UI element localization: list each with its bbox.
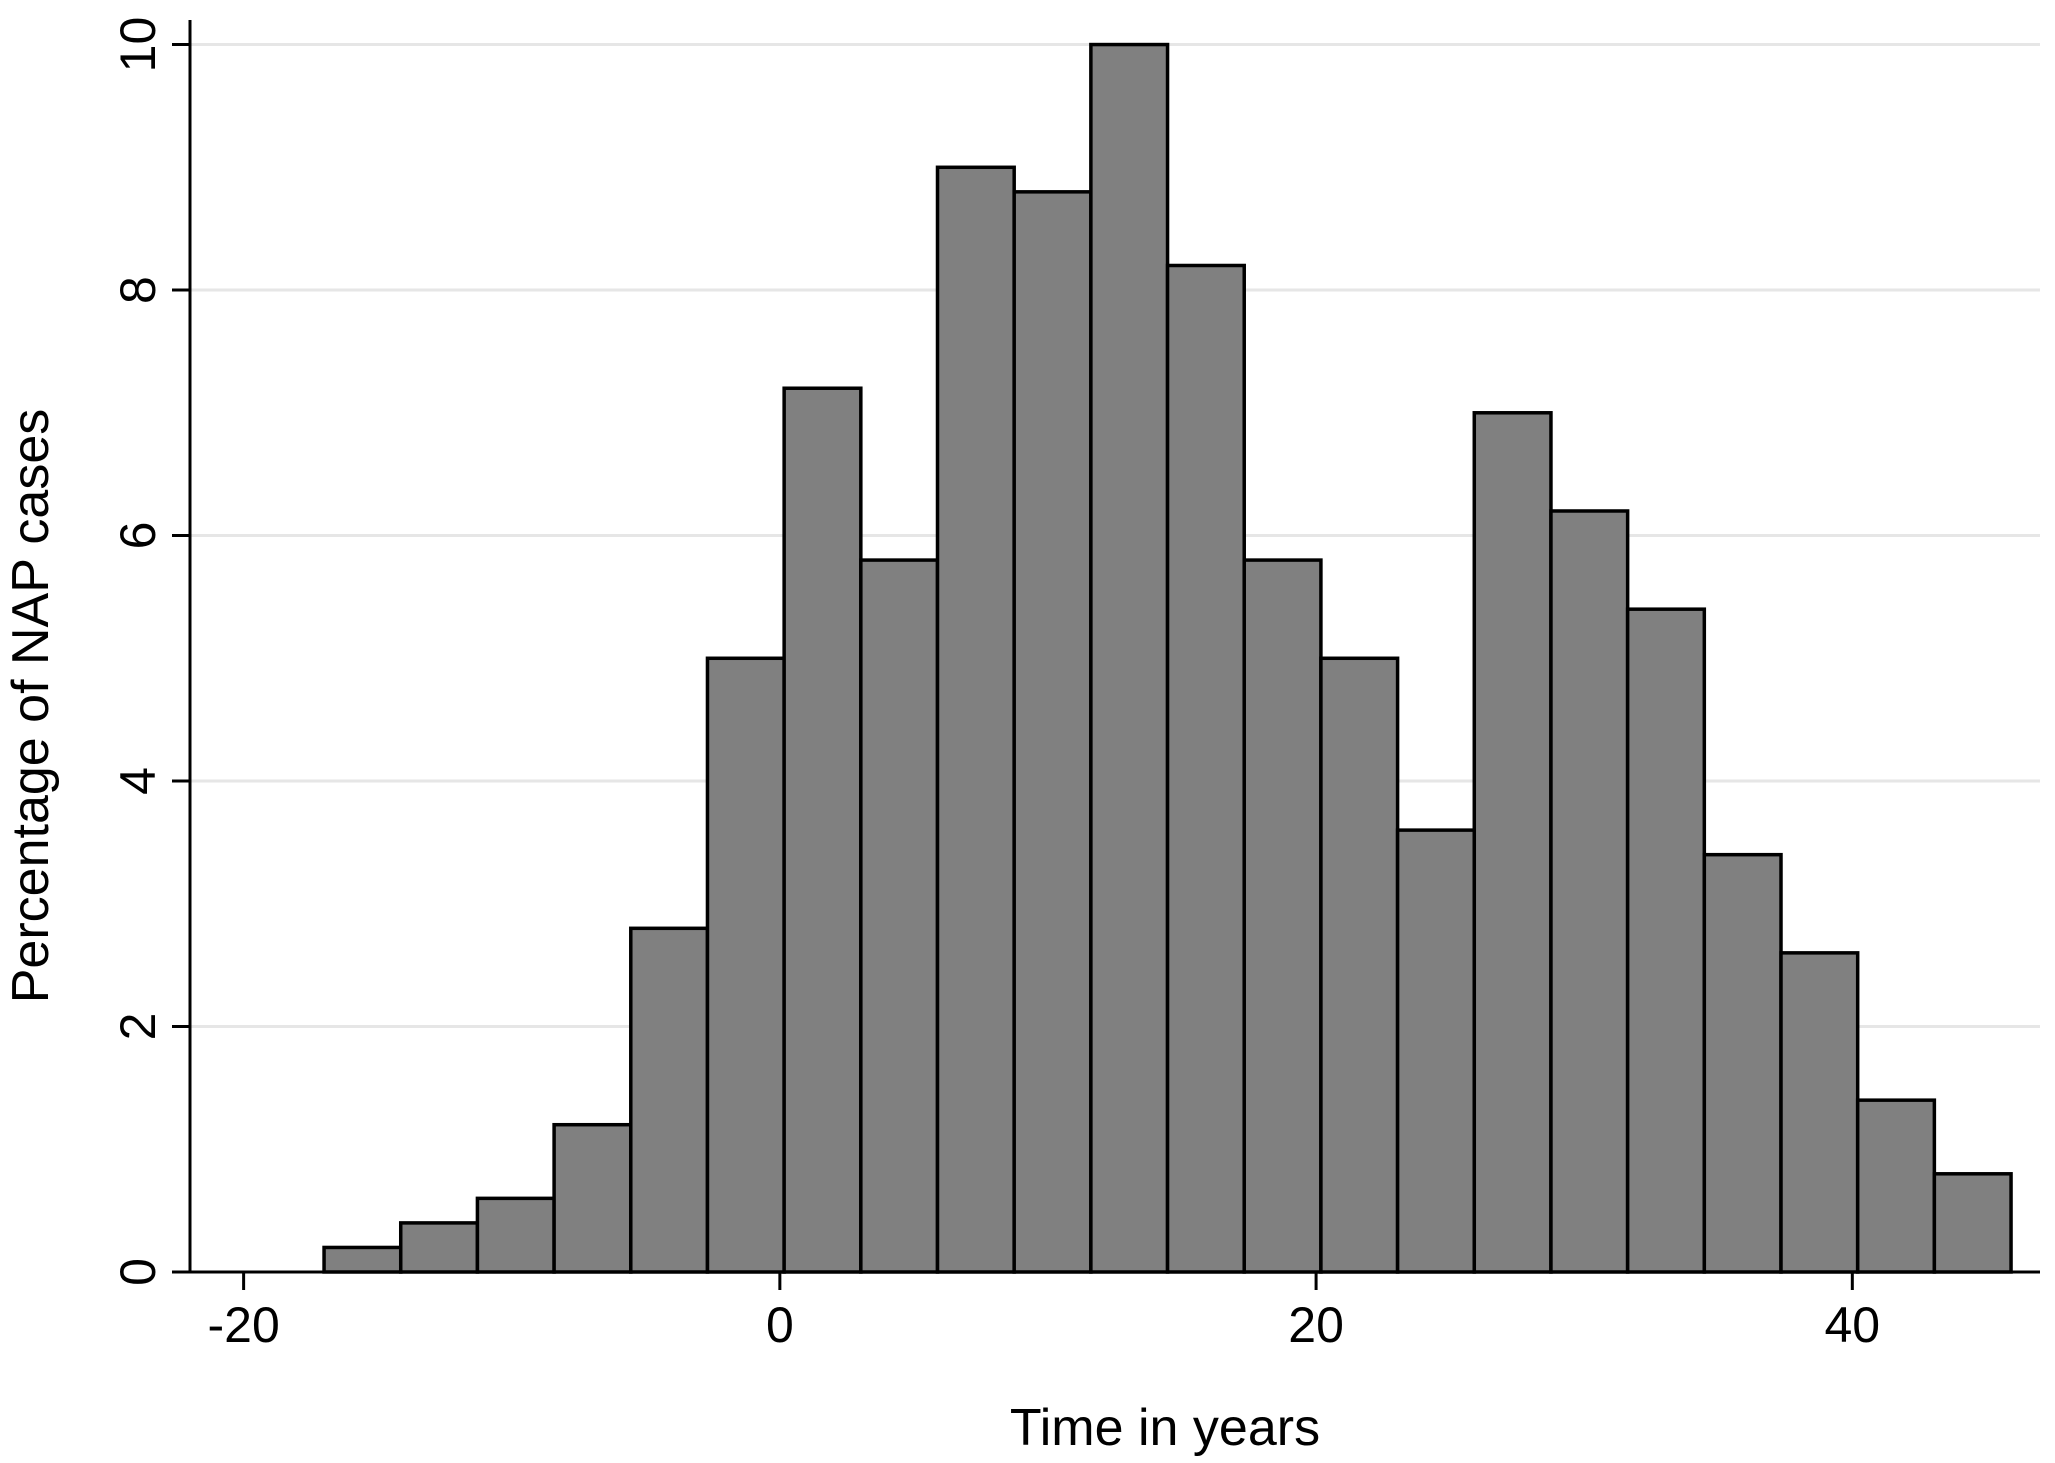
y-tick-label: 6 xyxy=(110,522,166,550)
y-tick-label: 0 xyxy=(110,1258,166,1286)
y-axis-ticks: 0 2 4 6 8 10 xyxy=(110,17,190,1286)
histogram-bar xyxy=(1779,951,1860,1274)
histogram-bar xyxy=(322,1245,403,1274)
histogram-bar xyxy=(1472,411,1553,1274)
histogram-bar xyxy=(859,558,940,1274)
x-tick-label: 40 xyxy=(1825,1297,1881,1353)
y-tick-label: 4 xyxy=(110,767,166,795)
x-tick-label: 0 xyxy=(766,1297,794,1353)
y-axis-title: Percentage of NAP cases xyxy=(2,409,60,1004)
histogram-bar xyxy=(475,1196,556,1274)
histogram-bar xyxy=(1932,1172,2013,1274)
histogram-bar xyxy=(1319,656,1400,1274)
histogram-bar xyxy=(1625,607,1707,1274)
histogram-bar xyxy=(1549,509,1630,1274)
x-axis-title: Time in years xyxy=(1010,1399,1320,1457)
histogram-bar xyxy=(935,165,1016,1274)
histogram-bar xyxy=(1395,828,1477,1274)
histogram-bar xyxy=(1855,1098,1937,1274)
y-tick-label: 2 xyxy=(110,1013,166,1041)
histogram-bar xyxy=(629,926,710,1274)
x-tick-label: -20 xyxy=(207,1297,279,1353)
histogram-bar xyxy=(1089,42,1170,1274)
histogram-bar xyxy=(1012,190,1093,1274)
histogram-bar xyxy=(705,656,786,1274)
y-tick-label: 8 xyxy=(110,276,166,304)
x-tick-label: 20 xyxy=(1288,1297,1344,1353)
bars xyxy=(322,42,2013,1274)
axes xyxy=(188,20,2040,1274)
histogram-bar xyxy=(782,386,863,1274)
histogram-bar xyxy=(398,1221,480,1274)
histogram-bar xyxy=(552,1122,633,1274)
histogram-bar xyxy=(1702,852,1783,1274)
histogram-bar xyxy=(1165,263,1246,1274)
x-axis-ticks: -20 0 20 40 xyxy=(207,1272,1880,1353)
histogram-bar xyxy=(1242,558,1323,1274)
y-tick-label: 10 xyxy=(110,17,166,73)
